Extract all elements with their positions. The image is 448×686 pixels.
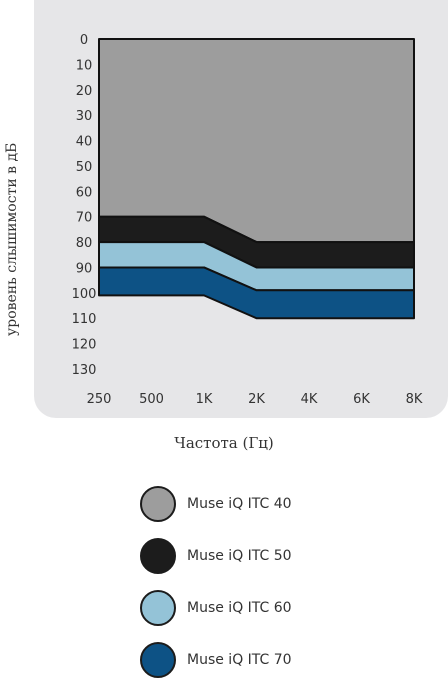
x-tick-label: 250 [87,392,112,407]
y-tick-label: 40 [76,135,93,150]
y-tick-label: 50 [76,160,93,175]
x-tick-label: 1K [196,392,213,407]
legend-label: Muse iQ ITC 70 [187,652,292,668]
y-tick-label: 100 [72,287,97,302]
x-tick-label: 2K [248,392,265,407]
legend-item: Muse iQ ITC 40 [140,478,292,530]
series-band-4 [98,266,415,320]
x-tick-label: 6K [353,392,370,407]
legend-swatch [140,486,176,522]
legend-label: Muse iQ ITC 40 [187,496,292,512]
legend-item: Muse iQ ITC 70 [140,634,292,686]
series-band-1 [98,38,415,244]
legend-item: Muse iQ ITC 50 [140,530,292,582]
y-tick-label: 120 [72,338,97,353]
y-tick-label: 20 [76,84,93,99]
legend-label: Muse iQ ITC 60 [187,600,292,616]
y-tick-label: 0 [80,33,88,48]
x-axis-label: Частота (Гц) [174,434,274,452]
x-tick-label: 4K [301,392,318,407]
y-tick-label: 30 [76,109,93,124]
y-tick-label: 70 [76,211,93,226]
legend-label: Muse iQ ITC 50 [187,548,292,564]
y-tick-label: 130 [72,363,97,378]
y-tick-label: 90 [76,261,93,276]
y-axis-label: уровень слышимости в дБ [4,142,20,336]
y-tick-label: 60 [76,185,93,200]
legend-item: Muse iQ ITC 60 [140,582,292,634]
y-tick-label: 110 [72,312,97,327]
legend-swatch [140,642,176,678]
y-tick-label: 80 [76,236,93,251]
x-tick-label: 500 [139,392,164,407]
legend-swatch [140,538,176,574]
legend-swatch [140,590,176,626]
y-tick-label: 10 [76,58,93,73]
legend: Muse iQ ITC 40 Muse iQ ITC 50 Muse iQ IT… [140,478,292,686]
x-tick-label: 8K [406,392,423,407]
